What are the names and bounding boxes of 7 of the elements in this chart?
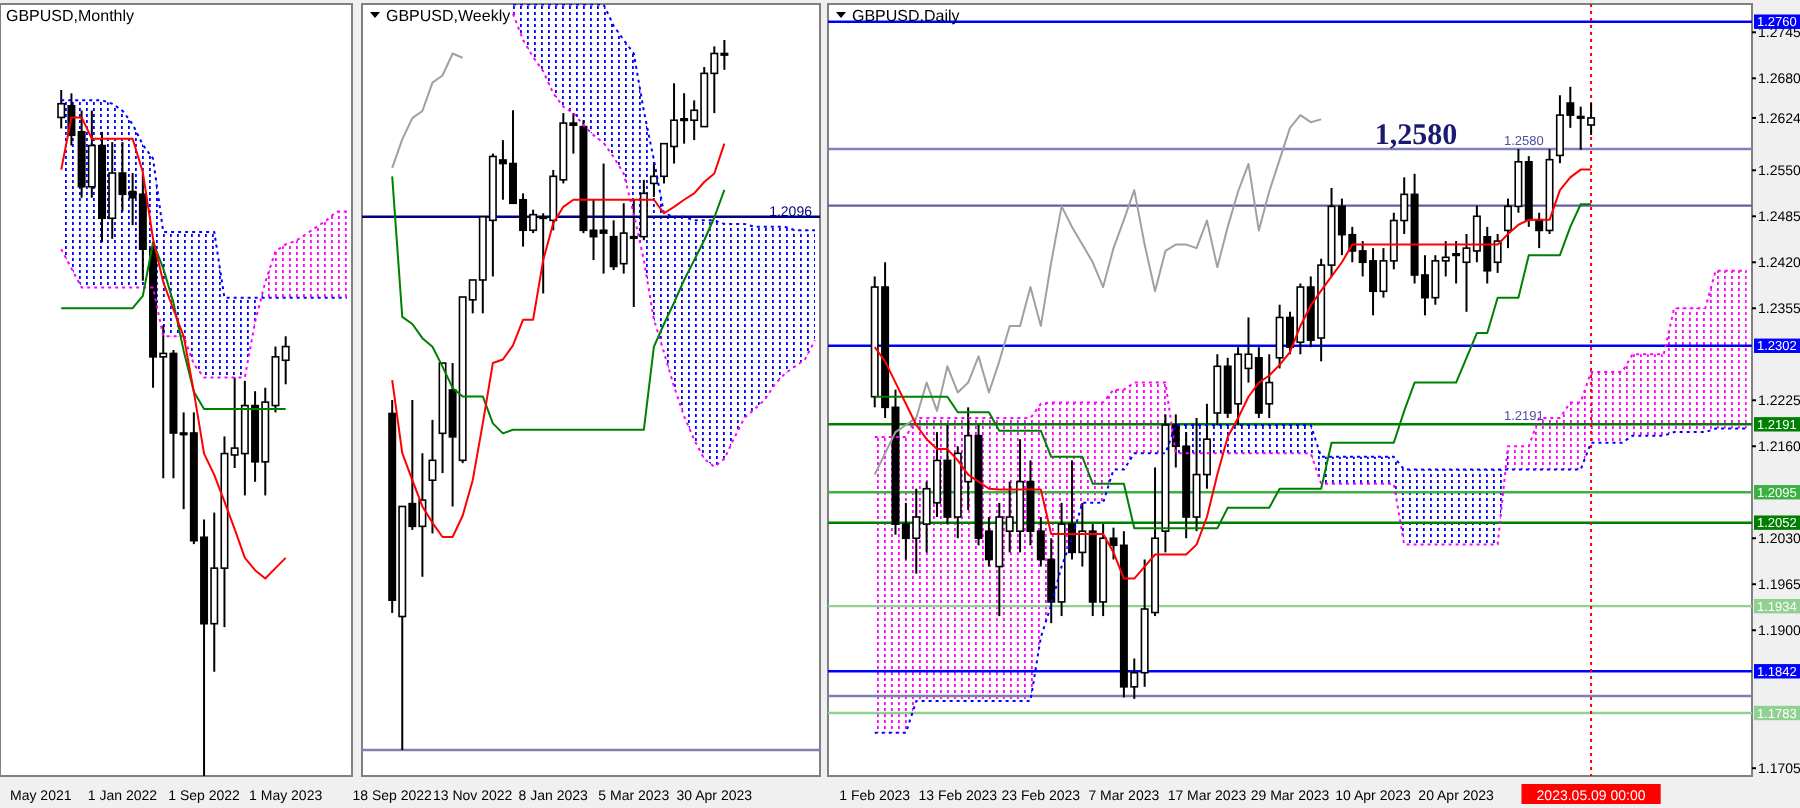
- line-series: [873, 269, 1748, 546]
- chart-title: GBPUSD,Daily: [852, 7, 960, 25]
- candlestick: [428, 418, 437, 535]
- chart-title: GBPUSD,Monthly: [6, 7, 135, 25]
- annotation: 1,2580: [1374, 120, 1458, 152]
- line-series: [873, 114, 1323, 476]
- chart-title: GBPUSD,Weekly: [386, 7, 511, 25]
